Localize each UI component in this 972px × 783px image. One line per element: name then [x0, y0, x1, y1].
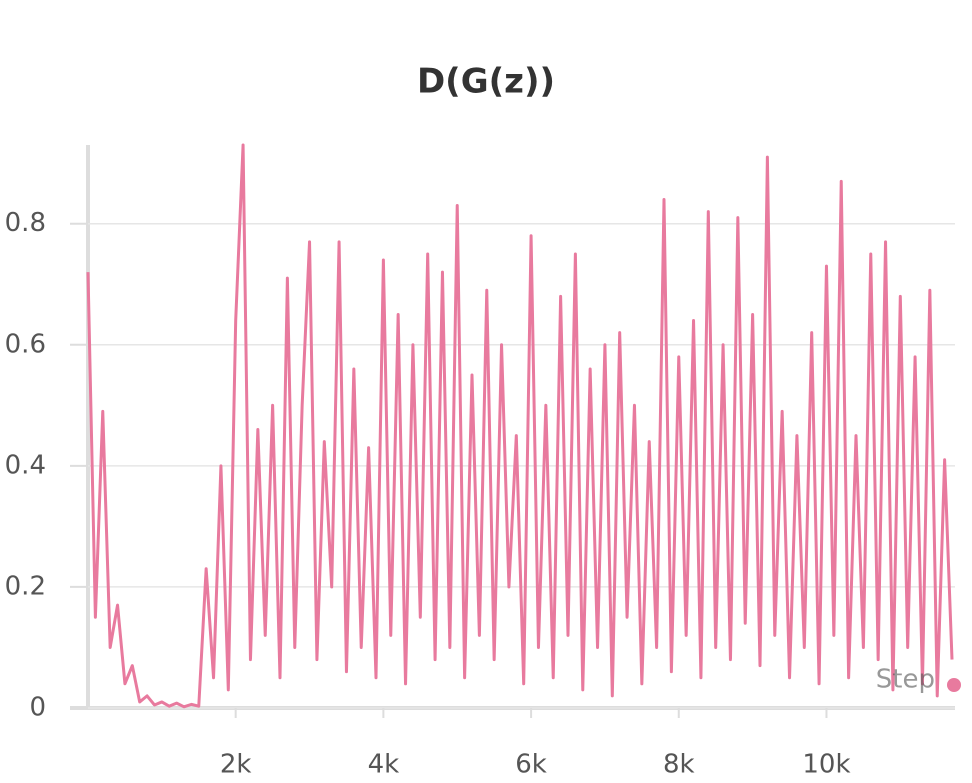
legend-dot	[947, 678, 961, 692]
y-tick-label: 0	[29, 693, 46, 723]
x-tick-label: 10k	[802, 750, 850, 780]
x-tick-label: 6k	[515, 750, 547, 780]
data-line	[86, 143, 954, 709]
x-tick-label: 8k	[663, 750, 695, 780]
x-axis-label: Step	[876, 665, 935, 695]
y-tick-label: 0.2	[5, 571, 46, 601]
x-tick-label: 2k	[220, 750, 252, 780]
x-tick-label: 4k	[368, 750, 400, 780]
chart-title: D(G(z))	[417, 62, 555, 102]
y-tick-label: 0.8	[5, 208, 46, 238]
y-tick-label: 0.6	[5, 329, 46, 359]
y-tick-label: 0.4	[5, 450, 46, 480]
